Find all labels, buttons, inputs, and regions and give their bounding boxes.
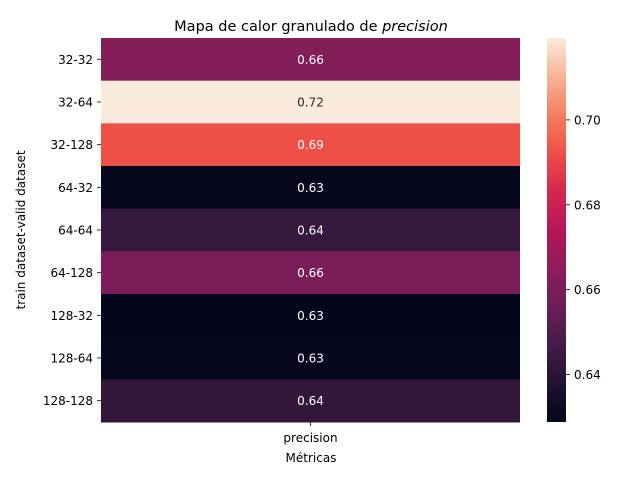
cell-value-label: 0.69 — [297, 138, 324, 152]
y-tick-label: 64-128 — [50, 266, 93, 280]
heatmap-cell — [101, 123, 520, 167]
x-axis-ticks: precision — [283, 422, 338, 445]
y-axis-label: train dataset-valid dataset — [14, 150, 28, 309]
cell-value-label: 0.66 — [297, 53, 324, 67]
y-tick-label: 128-128 — [43, 394, 93, 408]
cell-value-label: 0.63 — [297, 352, 324, 366]
colorbar — [547, 38, 566, 422]
cell-value-label: 0.72 — [297, 96, 324, 110]
y-tick-label: 128-32 — [50, 309, 93, 323]
chart-title-prefix: Mapa de calor granulado de — [174, 19, 382, 35]
chart-title: Mapa de calor granulado de precision — [174, 19, 448, 35]
cell-value-label: 0.64 — [297, 394, 324, 408]
y-tick-label: 32-128 — [50, 138, 93, 152]
colorbar-tick-label: 0.68 — [574, 198, 601, 212]
heatmap-cell-labels: 0.66 0.72 0.69 0.63 0.64 0.66 0.63 0.63 0.64 — [297, 53, 324, 408]
y-tick-label: 128-64 — [50, 352, 93, 366]
cell-value-label: 0.63 — [297, 181, 324, 195]
colorbar-tick-label: 0.70 — [574, 113, 601, 127]
cell-value-label: 0.66 — [297, 266, 324, 280]
colorbar-tick-label: 0.66 — [574, 283, 601, 297]
heatmap-cells — [101, 38, 520, 423]
heatmap-cell — [101, 80, 520, 124]
heatmap-cell — [101, 336, 520, 380]
heatmap-cell — [101, 379, 520, 423]
x-tick-label: precision — [283, 431, 337, 445]
heatmap-cell — [101, 166, 520, 210]
cell-value-label: 0.63 — [297, 309, 324, 323]
heatmap-cell — [101, 38, 520, 82]
heatmap-cell — [101, 251, 520, 295]
y-tick-label: 64-32 — [58, 181, 93, 195]
colorbar-ticks: 0.64 0.66 0.68 0.70 — [566, 113, 601, 382]
x-axis-label: Métricas — [286, 451, 337, 465]
cell-value-label: 0.64 — [297, 224, 324, 238]
heatmap-cell — [101, 208, 520, 252]
heatmap-cell — [101, 294, 520, 338]
y-tick-label: 64-64 — [58, 224, 93, 238]
y-axis-ticks: 32-32 32-64 32-128 64-32 64-64 64-128 128-32 12… — [43, 53, 101, 408]
y-tick-label: 32-64 — [58, 96, 93, 110]
y-tick-label: 32-32 — [58, 53, 93, 67]
colorbar-tick-label: 0.64 — [574, 368, 601, 382]
chart-title-italic: precision — [381, 19, 448, 35]
